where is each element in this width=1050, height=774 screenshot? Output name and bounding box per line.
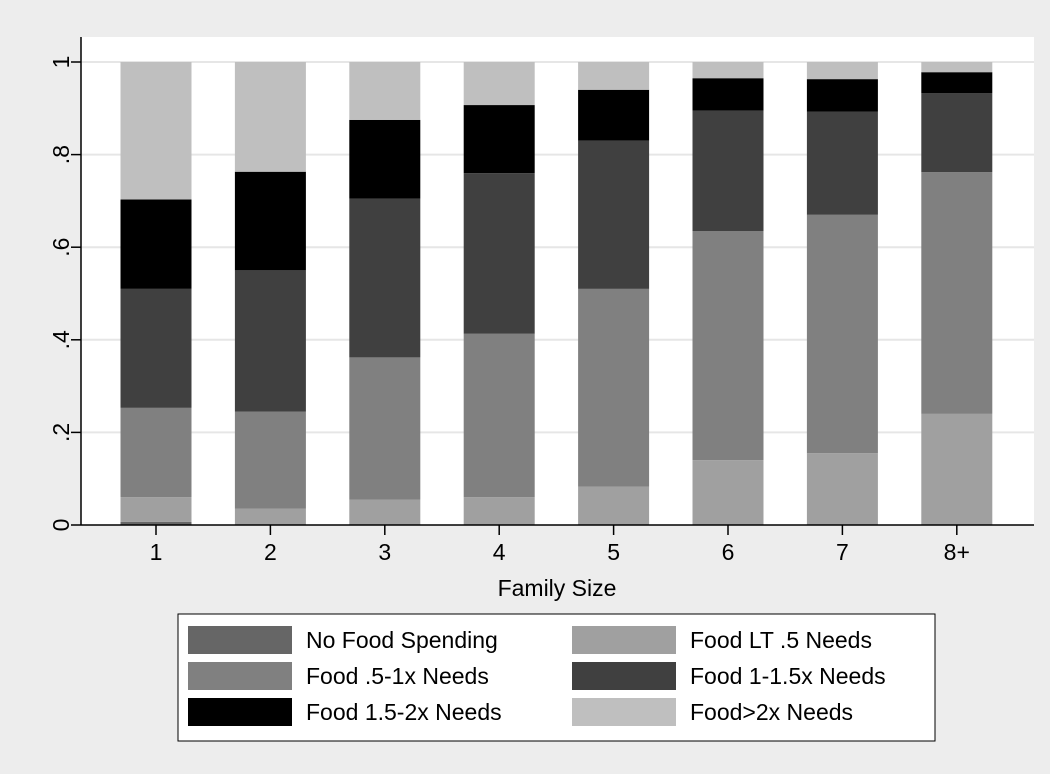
bar-segment <box>234 62 306 172</box>
legend-swatch <box>572 662 676 690</box>
x-tick-label: 8+ <box>944 539 970 565</box>
legend: No Food Spending Food LT .5 Needs Food .5-… <box>177 613 936 742</box>
bar-segment <box>692 460 764 525</box>
bar-segment <box>120 407 192 498</box>
x-tick-label: 5 <box>607 539 620 565</box>
bar-segment <box>234 171 306 271</box>
x-tick-label: 1 <box>150 539 163 565</box>
bar-segment <box>921 172 993 414</box>
bar-segment <box>120 521 192 525</box>
y-tick-label: 1 <box>48 56 74 69</box>
bar-segment <box>692 110 764 231</box>
bar-segment <box>463 497 535 525</box>
y-tick-label: .2 <box>48 423 74 442</box>
x-tick-label: 2 <box>264 539 277 565</box>
x-axis-label: Family Size <box>498 575 617 601</box>
x-tick-label: 3 <box>378 539 391 565</box>
legend-label: Food 1.5-2x Needs <box>306 699 502 725</box>
bar-segment <box>806 111 878 215</box>
bar-segment <box>234 411 306 509</box>
y-tick-label: 0 <box>48 519 74 532</box>
bar-segment <box>578 140 650 289</box>
bar-segment <box>349 119 421 199</box>
bar-segment <box>120 62 192 200</box>
legend-swatch <box>188 626 292 654</box>
bar-segment <box>806 79 878 112</box>
bar-segment <box>578 89 650 141</box>
bar-segment <box>349 62 421 120</box>
bar-segment <box>349 499 421 525</box>
bar-segment <box>234 270 306 412</box>
x-tick-label: 7 <box>836 539 849 565</box>
bars <box>120 62 993 525</box>
bar-segment <box>120 288 192 408</box>
y-tick-label: .4 <box>48 330 74 349</box>
legend-swatch <box>572 698 676 726</box>
bar-segment <box>463 62 535 106</box>
y-tick-label: .6 <box>48 238 74 257</box>
bar-segment <box>692 78 764 111</box>
bar-segment <box>921 62 993 73</box>
legend-label: Food>2x Needs <box>690 699 853 725</box>
legend-swatch <box>572 626 676 654</box>
bar-segment <box>120 497 192 522</box>
bar-segment <box>921 413 993 525</box>
bar-segment <box>349 198 421 358</box>
legend-box <box>177 613 936 742</box>
bar-segment <box>921 93 993 173</box>
bar-segment <box>806 214 878 454</box>
bar-segment <box>349 357 421 500</box>
legend-swatch <box>188 662 292 690</box>
bar-segment <box>463 105 535 174</box>
bar-segment <box>578 62 650 90</box>
bar-segment <box>692 62 764 79</box>
bar-segment <box>463 333 535 498</box>
x-axis-ticks: 1 2 3 4 5 6 7 8+ <box>150 525 970 565</box>
bar-segment <box>234 508 306 525</box>
x-tick-label: 6 <box>722 539 735 565</box>
legend-label: Food LT .5 Needs <box>690 627 872 653</box>
legend-swatch <box>188 698 292 726</box>
bar-segment <box>921 72 993 94</box>
plot-area <box>81 37 1034 525</box>
bar-segment <box>578 486 650 525</box>
bar-segment <box>806 62 878 80</box>
legend-label: Food 1-1.5x Needs <box>690 663 886 689</box>
bar-segment <box>120 199 192 289</box>
bar-segment <box>463 173 535 334</box>
bar-segment <box>692 230 764 461</box>
y-axis-ticks: 0 .2 .4 .6 .8 1 <box>48 56 81 532</box>
bar-segment <box>578 288 650 487</box>
legend-label: Food .5-1x Needs <box>306 663 489 689</box>
bar-segment <box>806 453 878 525</box>
legend-label: No Food Spending <box>306 627 498 653</box>
y-tick-label: .8 <box>48 145 74 164</box>
x-tick-label: 4 <box>493 539 506 565</box>
